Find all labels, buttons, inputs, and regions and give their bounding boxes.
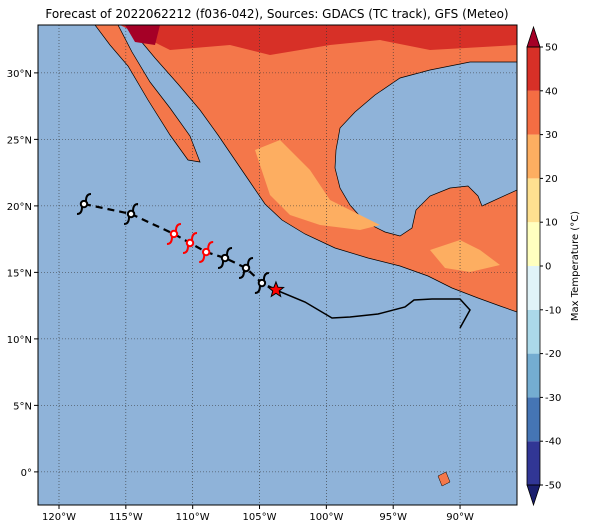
colorbar-band xyxy=(527,397,540,442)
colorbar: -50 -40 -30 -20 -10 0 10 20 30 40 50 Max Temperatur… xyxy=(526,25,581,507)
map-area xyxy=(38,25,517,505)
x-tick-label: 120°W xyxy=(42,512,76,523)
cool-highland xyxy=(430,240,500,272)
x-tick-label: 105°W xyxy=(243,512,277,523)
forecast-boundary xyxy=(275,289,471,329)
colorbar-tick-label: 40 xyxy=(545,86,558,97)
storm-arm xyxy=(76,206,83,216)
colorbar-tick-label: -30 xyxy=(545,393,561,404)
x-tick-label: 95°W xyxy=(379,512,407,523)
storm-arm xyxy=(207,241,214,250)
storm-arm xyxy=(226,247,233,256)
storm-arm xyxy=(84,193,92,202)
colorbar-tick-label: 10 xyxy=(545,218,558,229)
colorbar-band xyxy=(527,47,540,91)
island xyxy=(437,471,451,487)
storm-arm xyxy=(191,231,198,241)
y-tick-label: 20°N xyxy=(7,202,32,213)
colorbar-tick-label: -10 xyxy=(545,305,561,316)
map-title: Forecast of 2022062212 (f036-042), Sourc… xyxy=(45,7,508,21)
storm-eye xyxy=(169,229,179,239)
y-tick-label: 0° xyxy=(21,468,32,479)
colorbar-extend-low xyxy=(526,484,541,507)
storm-arm xyxy=(182,245,190,254)
y-tick-label: 5°N xyxy=(13,401,32,412)
colorbar-band xyxy=(527,353,540,398)
colorbar-band xyxy=(527,178,540,223)
y-tick-label: 30°N xyxy=(7,69,32,80)
ticks: 120°W 115°W 110°W 105°W 100°W 95°W 90°W 0° 5°N 10… xyxy=(7,69,474,523)
colorbar-extend-high xyxy=(526,25,541,48)
storm-eye xyxy=(241,263,251,273)
storm-arm xyxy=(174,222,182,231)
colorbar-tick-label: 0 xyxy=(545,262,551,273)
storm-eye xyxy=(257,278,267,288)
storm-arm xyxy=(199,254,206,264)
storm-symbol xyxy=(76,193,92,216)
cool-highland xyxy=(255,140,380,230)
storm-arm xyxy=(262,272,270,281)
hottest-region xyxy=(125,25,160,45)
colorbar-band xyxy=(527,441,540,485)
x-tick-label: 110°W xyxy=(176,512,210,523)
storm-symbol xyxy=(182,231,198,254)
map-frame xyxy=(37,24,518,506)
storm-symbol xyxy=(217,247,233,270)
storm-arm xyxy=(254,285,261,295)
hot-region xyxy=(120,25,517,55)
y-tick-label: 25°N xyxy=(7,135,32,146)
storm-arm xyxy=(247,256,254,266)
colorbar-band xyxy=(527,134,540,179)
colorbar-tick-label: 50 xyxy=(545,43,558,54)
colorbar-band xyxy=(527,222,540,266)
colorbar-band xyxy=(527,309,540,354)
baja-california xyxy=(94,25,201,163)
colorbar-tick-label: -50 xyxy=(545,481,561,492)
storm-eye xyxy=(220,253,230,263)
colorbar-band xyxy=(527,266,540,310)
storm-symbol xyxy=(199,241,214,264)
track xyxy=(76,193,285,298)
storm-symbol xyxy=(166,222,182,245)
storm-arm xyxy=(123,216,131,225)
y-tick-label: 15°N xyxy=(7,268,32,279)
storm-symbol xyxy=(123,202,139,225)
x-tick-label: 100°W xyxy=(309,512,343,523)
current-position-star xyxy=(267,280,285,298)
storm-arm xyxy=(166,236,173,245)
x-tick-label: 90°W xyxy=(446,512,474,523)
y-tick-label: 10°N xyxy=(7,335,32,346)
colorbar-tick-label: 30 xyxy=(545,130,558,141)
storm-eye xyxy=(201,247,211,257)
storm-symbol xyxy=(238,256,254,279)
storm-eye xyxy=(126,209,136,219)
colorbar-label: Max Temperature (°C) xyxy=(570,211,581,321)
colorbar-band xyxy=(527,90,540,135)
storm-arm xyxy=(238,270,246,279)
storm-arm xyxy=(217,260,225,270)
storm-symbol xyxy=(254,272,270,295)
colorbar-tick-label: -20 xyxy=(545,349,561,360)
grid xyxy=(38,25,517,505)
land xyxy=(129,25,517,313)
colorbar-tick-label: -40 xyxy=(545,437,561,448)
storm-arm xyxy=(132,202,139,212)
colorbar-tick-label: 20 xyxy=(545,174,558,185)
storm-eye xyxy=(185,238,195,248)
x-tick-label: 115°W xyxy=(109,512,143,523)
storm-eye xyxy=(79,199,89,209)
